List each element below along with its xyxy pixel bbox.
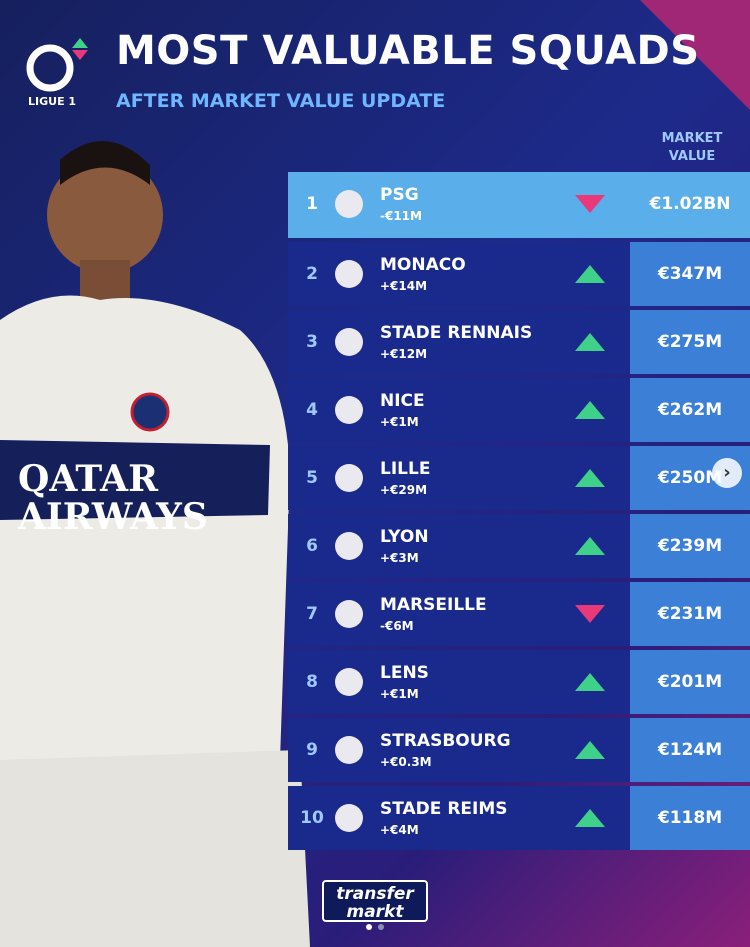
club-crest	[335, 260, 363, 288]
table-row: 9 STRASBOURG +€0.3M €124M	[288, 718, 750, 782]
trend-arrow	[575, 605, 605, 623]
rank: 3	[306, 332, 318, 352]
carousel-dot[interactable]	[366, 924, 372, 930]
market-value: €262M	[630, 378, 750, 442]
club-name: STADE RENNAIS	[380, 323, 533, 343]
brand-logo: transfer markt	[322, 880, 428, 922]
rank: 8	[306, 672, 318, 692]
trend-icon	[575, 333, 605, 351]
market-value: €275M	[630, 310, 750, 374]
rank: 1	[306, 194, 318, 214]
rank: 4	[306, 400, 318, 420]
club-name: LYON	[380, 527, 429, 547]
value-change: +€0.3M	[380, 755, 432, 769]
value-change: -€6M	[380, 619, 414, 633]
club-name: STADE REIMS	[380, 799, 508, 819]
club-crest	[335, 328, 363, 356]
table-row: 7 MARSEILLE -€6M €231M	[288, 582, 750, 646]
club-name: MONACO	[380, 255, 466, 275]
rank: 7	[306, 604, 318, 624]
carousel-dot[interactable]	[378, 924, 384, 930]
table-row: 5 LILLE +€29M €250M	[288, 446, 750, 510]
market-value: €1.02BN	[649, 194, 731, 214]
trend-arrow	[575, 401, 605, 419]
trend-arrow	[575, 333, 605, 351]
market-value: €347M	[630, 242, 750, 306]
table-row: 3 STADE RENNAIS +€12M €275M	[288, 310, 750, 374]
subtitle: AFTER MARKET VALUE UPDATE	[116, 90, 446, 112]
trend-arrow	[575, 195, 605, 213]
rank: 5	[306, 468, 318, 488]
trend-icon	[575, 469, 605, 487]
value-change: +€29M	[380, 483, 428, 497]
trend-arrow	[575, 673, 605, 691]
value-change: +€3M	[380, 551, 419, 565]
table-row: 8 LENS +€1M €201M	[288, 650, 750, 714]
market-value: €231M	[630, 582, 750, 646]
table-row: 4 NICE +€1M €262M	[288, 378, 750, 442]
value-change: +€14M	[380, 279, 428, 293]
trend-arrow	[575, 809, 605, 827]
rank: 6	[306, 536, 318, 556]
club-crest	[335, 532, 363, 560]
value-change: +€12M	[380, 347, 428, 361]
club-crest	[335, 396, 363, 424]
rank: 9	[306, 740, 318, 760]
trend-icon	[575, 605, 605, 623]
title: MOST VALUABLE SQUADS	[116, 28, 700, 74]
market-value: €118M	[630, 786, 750, 850]
trend-arrow	[575, 537, 605, 555]
value-change: +€1M	[380, 415, 419, 429]
logo-label: LIGUE 1	[28, 95, 77, 108]
table-row: 1 PSG -€11M €1.02BN	[288, 172, 750, 238]
club-crest	[335, 804, 363, 832]
table-row: 10 STADE REIMS +€4M €118M	[288, 786, 750, 850]
trend-icon	[575, 401, 605, 419]
trend-arrow	[575, 469, 605, 487]
club-crest	[335, 668, 363, 696]
club-name: NICE	[380, 391, 425, 411]
table-row: 2 MONACO +€14M €347M	[288, 242, 750, 306]
market-value: €201M	[630, 650, 750, 714]
club-name: PSG	[380, 185, 419, 205]
trend-icon	[575, 673, 605, 691]
rank: 10	[300, 808, 324, 828]
value-change: +€4M	[380, 823, 419, 837]
value-change: -€11M	[380, 209, 422, 223]
club-crest	[335, 736, 363, 764]
table-row: 6 LYON +€3M €239M	[288, 514, 750, 578]
rank: 2	[306, 264, 318, 284]
club-name: LILLE	[380, 459, 431, 479]
trend-arrow	[575, 265, 605, 283]
market-value: €124M	[630, 718, 750, 782]
trend-icon	[575, 195, 605, 213]
shirt-sponsor: QATAR AIRWAYS	[18, 458, 208, 538]
trend-icon	[575, 265, 605, 283]
trend-icon	[575, 741, 605, 759]
club-crest	[335, 190, 363, 218]
club-name: STRASBOURG	[380, 731, 511, 751]
trend-icon	[575, 537, 605, 555]
trend-arrow	[575, 741, 605, 759]
trend-icon	[575, 809, 605, 827]
club-name: LENS	[380, 663, 429, 683]
value-change: +€1M	[380, 687, 419, 701]
club-name: MARSEILLE	[380, 595, 487, 615]
column-header: MARKET VALUE	[661, 131, 723, 164]
club-crest	[335, 600, 363, 628]
market-value: €239M	[630, 514, 750, 578]
club-crest	[335, 464, 363, 492]
next-button[interactable]: ›	[712, 458, 742, 488]
